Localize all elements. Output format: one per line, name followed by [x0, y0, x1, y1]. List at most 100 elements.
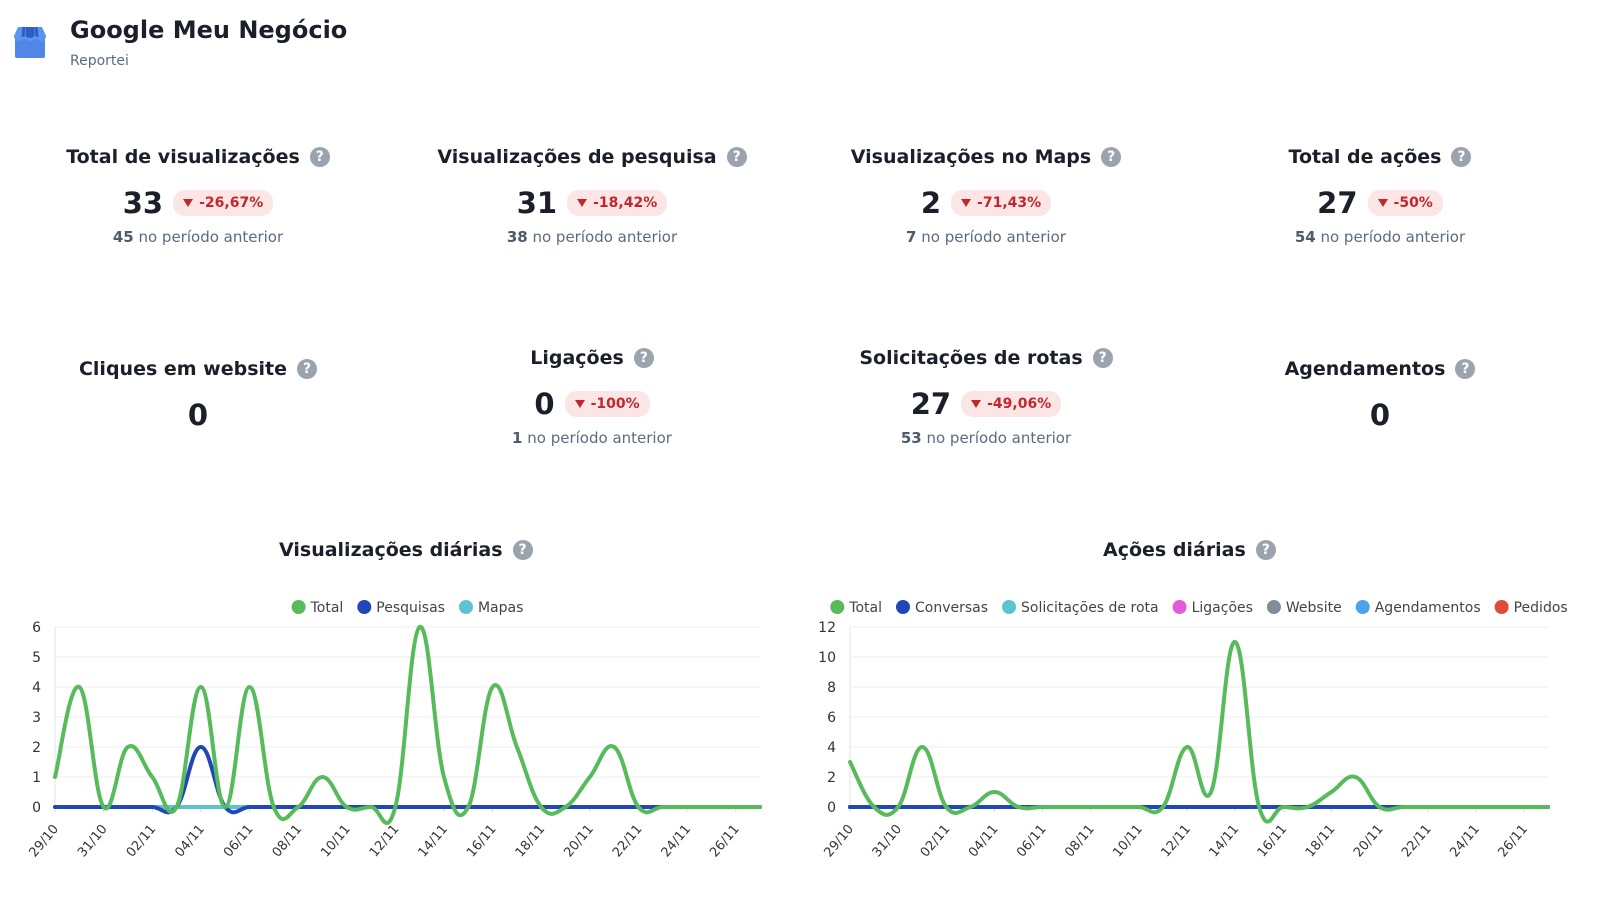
previous-period-text: no período anterior: [532, 228, 678, 246]
previous-period-value: 7: [906, 228, 917, 246]
x-tick-label: 24/11: [659, 822, 695, 860]
legend-label[interactable]: Agendamentos: [1375, 600, 1481, 616]
y-tick-label: 0: [827, 800, 836, 816]
series-line-pesquisas[interactable]: [53, 745, 762, 815]
y-tick-label: 12: [818, 620, 836, 636]
metric-value: 2: [920, 186, 942, 220]
legend-label[interactable]: Website: [1286, 600, 1342, 616]
legend-marker: [1355, 600, 1370, 614]
series-line-total[interactable]: [53, 624, 762, 825]
metric-value: 0: [1369, 398, 1391, 432]
series-line-total[interactable]: [848, 639, 1550, 824]
legend-label[interactable]: Conversas: [915, 600, 988, 616]
metric-label: Cliques em website: [78, 358, 288, 380]
help-icon[interactable]: ?: [297, 359, 318, 379]
x-tick-label: 04/11: [966, 822, 1002, 860]
metric-solicitacoes-rotas: Solicitações de rotas? 27 -49,06% 53 no …: [796, 347, 1176, 447]
legend-label[interactable]: Total: [848, 600, 882, 616]
legend-marker: [895, 600, 910, 614]
help-icon[interactable]: ?: [309, 147, 330, 167]
help-icon[interactable]: ?: [1451, 147, 1472, 167]
change-badge: -100%: [564, 391, 650, 417]
previous-period-text: no período anterior: [1320, 228, 1466, 246]
help-icon[interactable]: ?: [1455, 359, 1476, 379]
x-tick-label: 14/11: [1207, 822, 1243, 860]
arrow-down-icon: [961, 199, 972, 207]
metric-label: Solicitações de rotas: [859, 347, 1083, 369]
metric-label: Total de ações: [1288, 146, 1442, 168]
x-tick-label: 18/11: [1303, 822, 1339, 860]
arrow-down-icon: [971, 400, 982, 408]
legend-label[interactable]: Pedidos: [1514, 600, 1568, 616]
x-tick-label: 04/11: [172, 822, 208, 860]
previous-period-text: no período anterior: [527, 429, 672, 447]
metric-total-acoes: Total de ações? 27 -50% 54 no período an…: [1190, 146, 1570, 246]
y-tick-label: 2: [32, 740, 41, 756]
chart-title-visualizacoes: Visualizações diárias?: [279, 539, 533, 561]
metric-ligacoes: Ligações? 0 -100% 1 no período anterior: [402, 347, 782, 447]
help-icon[interactable]: ?: [1255, 540, 1276, 560]
change-badge-text: -18,42%: [593, 195, 658, 211]
previous-period-text: no período anterior: [921, 228, 1066, 246]
metric-total-visualizacoes: Total de visualizações? 33 -26,67% 45 no…: [8, 146, 388, 246]
x-tick-label: 06/11: [221, 822, 257, 860]
legend-marker: [1266, 600, 1281, 614]
metric-agendamentos: Agendamentos? 0: [1190, 358, 1570, 434]
metric-value: 0: [534, 387, 555, 421]
y-tick-label: 2: [827, 770, 836, 786]
chart-acoes-diarias[interactable]: 0 2 4 6 8 10 12 29/10 31/10 02/11 04/11 06/11 08/11 1…: [795, 585, 1595, 915]
y-tick-label: 0: [32, 800, 41, 816]
metric-label: Visualizações no Maps: [850, 146, 1092, 168]
change-badge-text: -26,67%: [199, 195, 264, 211]
x-tick-label: 08/11: [1062, 822, 1098, 860]
page-subtitle: Reportei: [70, 53, 129, 69]
arrow-down-icon: [574, 400, 585, 408]
page-title: Google Meu Negócio: [70, 16, 348, 44]
x-tick-label: 16/11: [1255, 822, 1291, 860]
x-tick-label: 02/11: [918, 822, 954, 860]
legend-marker: [1002, 600, 1017, 614]
change-badge: -71,43%: [951, 190, 1052, 216]
legend-marker: [291, 600, 306, 614]
x-tick-label: 22/11: [610, 822, 646, 860]
previous-period-value: 38: [506, 228, 528, 246]
help-icon[interactable]: ?: [1092, 348, 1113, 368]
previous-period-value: 45: [112, 228, 134, 246]
x-tick-label: 12/11: [367, 822, 403, 860]
legend-marker: [830, 600, 845, 614]
legend-label[interactable]: Ligações: [1192, 600, 1253, 616]
previous-period: 1 no período anterior: [402, 429, 782, 447]
previous-period: 53 no período anterior: [796, 429, 1176, 447]
metric-value: 31: [516, 186, 558, 220]
arrow-down-icon: [183, 199, 194, 207]
y-tick-label: 3: [32, 710, 41, 726]
legend-label[interactable]: Solicitações de rota: [1021, 600, 1159, 616]
x-tick-label: 10/11: [1110, 822, 1146, 860]
x-tick-label: 12/11: [1158, 822, 1194, 860]
legend-label[interactable]: Total: [310, 600, 344, 616]
x-tick-label: 08/11: [270, 822, 306, 860]
legend-label[interactable]: Mapas: [478, 600, 523, 616]
help-icon[interactable]: ?: [633, 348, 654, 368]
metric-value: 27: [1317, 186, 1358, 220]
x-tick-label: 16/11: [464, 822, 500, 860]
chart-title-acoes: Ações diárias?: [1103, 539, 1276, 561]
y-tick-label: 5: [32, 650, 41, 666]
x-tick-label: 14/11: [415, 822, 451, 860]
x-tick-label: 24/11: [1447, 822, 1483, 860]
x-tick-label: 10/11: [318, 822, 354, 860]
legend-label[interactable]: Pesquisas: [376, 600, 445, 616]
help-icon[interactable]: ?: [512, 540, 533, 560]
help-icon[interactable]: ?: [1101, 147, 1122, 167]
x-tick-label: 02/11: [124, 822, 160, 860]
x-tick-label: 29/10: [821, 822, 857, 860]
chart-legend: Total Conversas Solicitações de rota Ligaçõ…: [830, 600, 1568, 616]
x-tick-label: 20/11: [1351, 822, 1387, 860]
help-icon[interactable]: ?: [726, 147, 747, 167]
previous-period-value: 54: [1294, 228, 1316, 246]
y-tick-label: 4: [32, 680, 41, 696]
chart-visualizacoes-diarias[interactable]: 0 1 2 3 4 5 6 29/10 31/10 02/11 04/11 06/11 08/11 10/…: [0, 585, 790, 915]
previous-period: 45 no período anterior: [8, 228, 388, 246]
metric-cliques-website: Cliques em website? 0: [8, 358, 388, 434]
metric-value: 33: [122, 186, 164, 220]
